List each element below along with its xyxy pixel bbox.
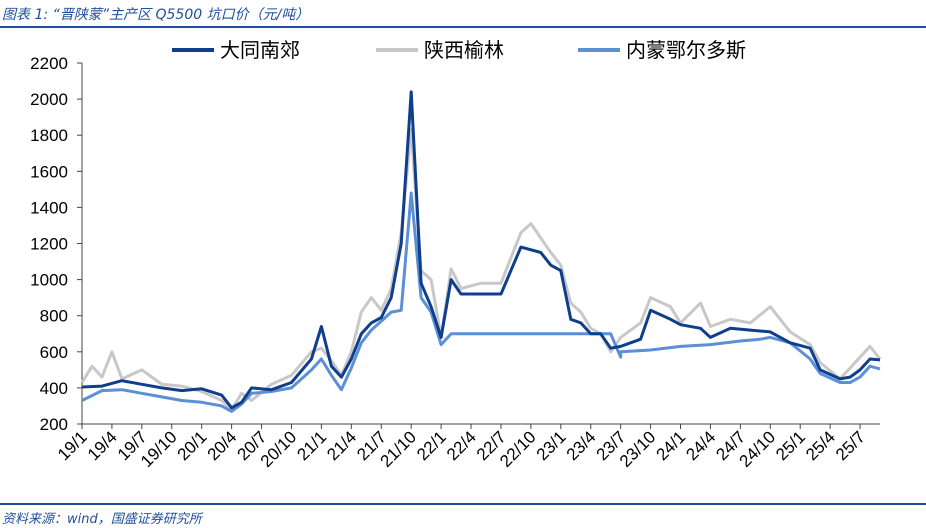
- x-tick-label: 20/4: [204, 427, 241, 464]
- legend-label-1: 陕西榆林: [424, 38, 504, 62]
- x-tick-label: 23/1: [533, 427, 570, 464]
- line-chart: 大同南郊 陕西榆林 内蒙鄂尔多斯 200 400 600 800 1000 1200 1400 1…: [30, 38, 882, 471]
- axes: 200 400 600 800 1000 1200 1400 1600 1800 2000 2200…: [30, 54, 880, 471]
- legend-label-0: 大同南郊: [220, 38, 300, 62]
- x-tick-label: 21/1: [293, 427, 330, 464]
- x-tick-label: 20/1: [174, 427, 211, 464]
- y-tick-label: 1200: [30, 235, 68, 254]
- x-tick-label: 21/4: [323, 427, 360, 464]
- y-tick-label: 400: [40, 379, 68, 398]
- series-line-2: [81, 191, 881, 413]
- x-tick-label: 19/4: [84, 427, 121, 464]
- x-tick-label: 22/4: [443, 427, 480, 464]
- series-line-0: [81, 90, 881, 410]
- chart-title: 图表 1: “晋陕蒙”主产区 Q5500 坑口价（元/吨）: [2, 7, 310, 23]
- series-line-1: [80, 128, 882, 412]
- top-rule: [0, 26, 926, 28]
- y-tick-label: 1000: [30, 271, 68, 290]
- source-note: 资料来源：wind，国盛证券研究所: [2, 512, 202, 527]
- x-tick-label: 25/7: [832, 427, 869, 464]
- legend: 大同南郊 陕西榆林 内蒙鄂尔多斯: [172, 38, 746, 62]
- y-tick-label: 1800: [30, 126, 68, 145]
- x-tick-label: 24/4: [682, 427, 719, 464]
- y-tick-label: 1400: [30, 198, 68, 217]
- legend-label-2: 内蒙鄂尔多斯: [626, 38, 746, 62]
- y-tick-label: 200: [40, 415, 68, 434]
- bottom-rule: [0, 503, 926, 505]
- x-tick-label: 22/1: [413, 427, 450, 464]
- y-tick-label: 800: [40, 307, 68, 326]
- x-tick-label: 24/1: [652, 427, 689, 464]
- y-tick-label: 600: [40, 343, 68, 362]
- x-tick-label: 23/4: [563, 427, 600, 464]
- y-tick-label: 2000: [30, 90, 68, 109]
- y-tick-label: 1600: [30, 162, 68, 181]
- y-tick-label: 2200: [30, 54, 68, 73]
- x-tick-label: 25/1: [772, 427, 809, 464]
- x-tick-label: 25/4: [802, 427, 839, 464]
- series-layer: [80, 90, 882, 413]
